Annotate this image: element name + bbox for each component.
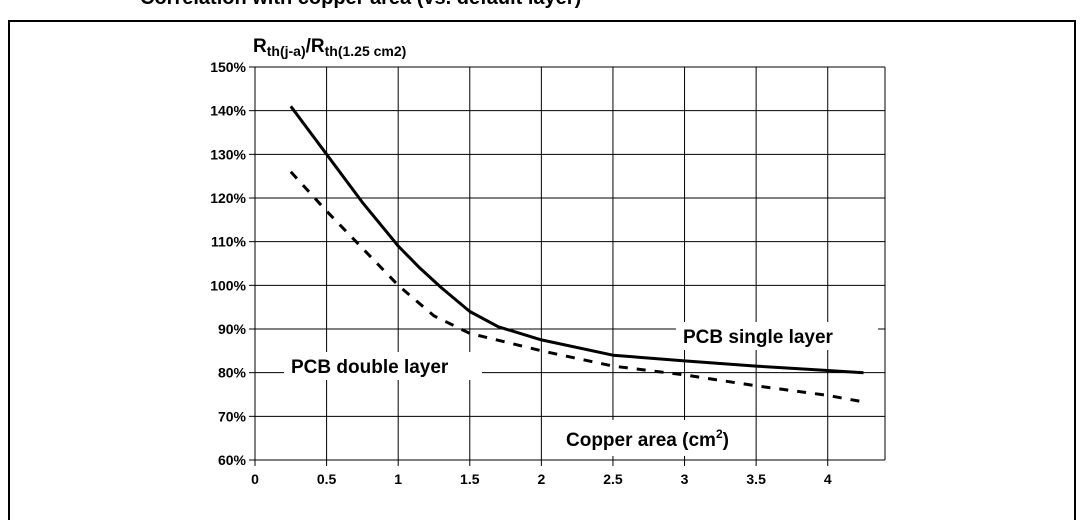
x-tick-label: 3.5	[746, 471, 766, 487]
x-tick-label: 1.5	[460, 471, 480, 487]
y-tick-label: 60%	[218, 452, 247, 468]
single-layer-label-bg	[676, 322, 878, 350]
x-tick-label: 4	[824, 471, 832, 487]
y-tick-label: 140%	[210, 103, 246, 119]
y-tick-label: 70%	[218, 408, 247, 424]
y-tick-label: 90%	[218, 321, 247, 337]
y-tick-label: 130%	[210, 146, 246, 162]
y-tick-label: 80%	[218, 365, 247, 381]
x-axis-title-bg	[549, 420, 745, 456]
x-tick-label: 2.5	[603, 471, 623, 487]
double-layer-label: PCB double layer	[291, 357, 449, 378]
x-tick-label: 1	[394, 471, 402, 487]
tick-labels: 60% 70% 80% 90% 100% 110% 120% 130% 140% 150% 0 0.5…	[210, 59, 832, 487]
x-axis-title: Copper area (cm2)	[566, 427, 729, 451]
x-tick-label: 2	[537, 471, 545, 487]
x-tick-label: 0	[251, 471, 259, 487]
grid	[249, 66, 886, 466]
series-line-single-layer	[289, 105, 864, 375]
y-axis-title: Rth(j-a)/Rth(1.25 cm2)	[253, 36, 406, 59]
y-tick-label: 100%	[210, 277, 246, 293]
series-lines	[289, 105, 864, 404]
single-layer-label: PCB single layer	[683, 327, 834, 348]
caption-text: Correlation with copper area (vs. defaul…	[140, 0, 581, 9]
y-tick-label: 110%	[211, 234, 247, 250]
x-tick-label: 0.5	[317, 471, 337, 487]
double-layer-label-bg	[284, 352, 482, 380]
figure-frame	[8, 20, 1076, 520]
page-caption: Correlation with copper area (vs. defaul…	[0, 0, 1080, 9]
y-tick-label: 120%	[210, 190, 246, 206]
y-tick-label: 150%	[210, 59, 246, 75]
x-tick-label: 3	[681, 471, 689, 487]
series-line-double-layer	[289, 170, 864, 404]
